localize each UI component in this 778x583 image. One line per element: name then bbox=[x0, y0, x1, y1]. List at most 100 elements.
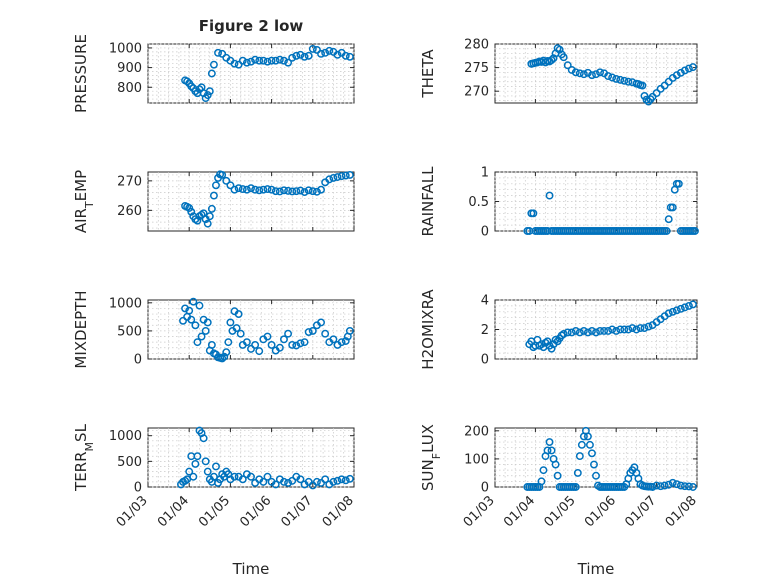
data-point bbox=[333, 50, 342, 59]
data-point bbox=[226, 181, 235, 190]
data-series bbox=[525, 300, 697, 353]
grid bbox=[494, 428, 698, 488]
y-tick-label: 0 bbox=[134, 481, 142, 496]
data-point bbox=[300, 188, 309, 197]
y-tick-label: 260 bbox=[117, 204, 142, 219]
data-point bbox=[543, 337, 552, 346]
data-point bbox=[263, 57, 272, 66]
data-point bbox=[212, 181, 220, 190]
data-point bbox=[588, 449, 596, 458]
data-point bbox=[312, 187, 321, 196]
data-point bbox=[195, 301, 204, 310]
data-point bbox=[620, 76, 629, 85]
data-point bbox=[267, 341, 276, 349]
data-series bbox=[523, 179, 699, 235]
data-point bbox=[308, 187, 317, 196]
data-point bbox=[224, 338, 233, 347]
data-point bbox=[604, 327, 613, 335]
data-point bbox=[539, 466, 548, 475]
data-point bbox=[549, 54, 558, 63]
data-point bbox=[585, 440, 594, 449]
data-point bbox=[567, 328, 576, 337]
data-point bbox=[616, 325, 625, 334]
data-point bbox=[238, 185, 247, 194]
data-point bbox=[185, 204, 194, 212]
data-point bbox=[280, 186, 288, 195]
data-point bbox=[267, 185, 276, 194]
data-point bbox=[321, 475, 330, 484]
data-point bbox=[288, 187, 297, 196]
data-point bbox=[280, 335, 288, 344]
subplot-4: 0 0.5 1 RAINFALL bbox=[419, 166, 699, 240]
data-point bbox=[684, 482, 693, 491]
data-point bbox=[312, 477, 321, 486]
data-point bbox=[275, 343, 284, 352]
data-point bbox=[247, 344, 255, 353]
data-point bbox=[567, 66, 576, 74]
data-point bbox=[341, 171, 350, 180]
data-point bbox=[689, 300, 697, 309]
y-tick-label: 500 bbox=[117, 324, 142, 339]
data-point bbox=[199, 434, 208, 443]
data-point bbox=[304, 51, 313, 60]
data-point bbox=[592, 70, 600, 79]
data-point bbox=[656, 482, 665, 491]
data-point bbox=[684, 301, 693, 310]
data-point bbox=[545, 191, 554, 200]
data-point bbox=[583, 68, 592, 77]
data-point bbox=[329, 173, 338, 182]
x-tick-label: 01/08 bbox=[663, 493, 700, 530]
subplot-3: 260 270 AIRTEMP bbox=[72, 170, 355, 233]
data-point bbox=[251, 185, 260, 194]
data-point bbox=[563, 61, 572, 70]
data-point bbox=[296, 50, 305, 59]
data-point bbox=[271, 187, 280, 196]
data-point bbox=[341, 337, 350, 345]
data-point bbox=[203, 91, 212, 100]
data-point bbox=[292, 51, 301, 60]
data-point bbox=[275, 187, 284, 196]
data-point bbox=[263, 472, 272, 481]
data-point bbox=[288, 53, 297, 62]
data-point bbox=[547, 446, 556, 455]
data-point bbox=[579, 70, 588, 79]
data-point bbox=[547, 344, 556, 353]
y-tick-label: 270 bbox=[464, 85, 489, 100]
data-point bbox=[345, 171, 354, 179]
data-point bbox=[624, 325, 633, 334]
data-point bbox=[317, 318, 325, 327]
data-point bbox=[230, 472, 239, 481]
grid bbox=[147, 43, 355, 104]
data-point bbox=[573, 469, 582, 477]
data-point bbox=[201, 457, 210, 466]
data-point bbox=[230, 59, 239, 68]
data-point bbox=[583, 328, 592, 337]
data-point bbox=[337, 172, 346, 181]
data-point bbox=[547, 56, 556, 64]
data-point bbox=[259, 477, 268, 486]
data-point bbox=[642, 95, 651, 104]
data-point bbox=[545, 438, 554, 446]
data-point bbox=[292, 187, 301, 196]
chart-title: Figure 2 low bbox=[199, 17, 304, 35]
data-point bbox=[337, 338, 346, 347]
data-point bbox=[288, 476, 297, 485]
y-axis-label: THETA bbox=[419, 49, 437, 99]
data-point bbox=[187, 207, 196, 216]
y-axis-label: TERRMSL bbox=[72, 423, 96, 492]
data-point bbox=[242, 185, 251, 194]
data-point bbox=[325, 175, 334, 184]
data-point bbox=[255, 56, 264, 65]
data-point bbox=[308, 326, 317, 335]
data-point bbox=[234, 310, 243, 318]
data-point bbox=[676, 68, 685, 77]
data-point bbox=[207, 204, 216, 213]
subplot-7: 0 500 1000 01/03 01/04 01/05 01/06 01/07 01/08 TE… bbox=[72, 423, 357, 578]
data-point bbox=[263, 332, 272, 341]
x-tick-label: 01/06 bbox=[237, 493, 274, 530]
data-point bbox=[559, 329, 568, 338]
data-point bbox=[672, 306, 681, 315]
data-point bbox=[664, 215, 673, 224]
data-point bbox=[588, 327, 596, 335]
data-point bbox=[185, 306, 194, 315]
